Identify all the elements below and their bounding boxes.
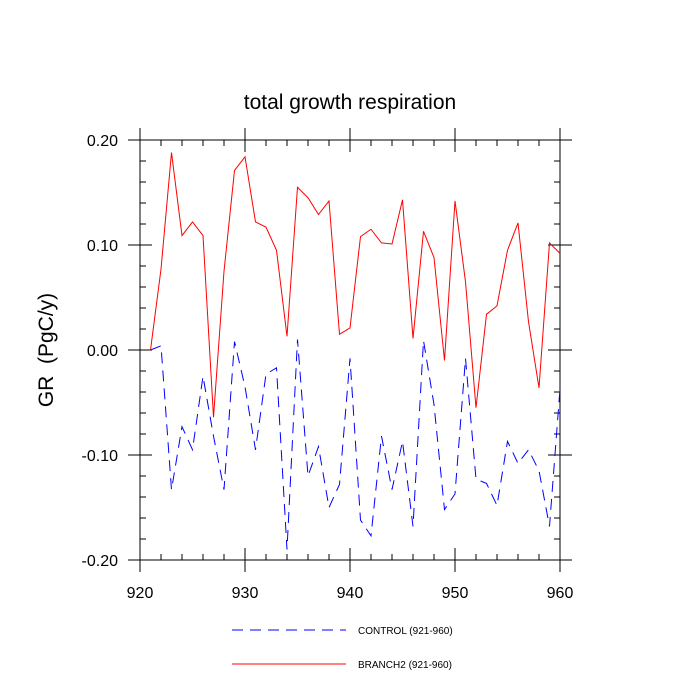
y-tick-label: 0.00 (87, 343, 118, 360)
tick-labels: 920 930 940 950 960 -0.20 -0.10 0.00 0.10 0.20 (82, 133, 574, 602)
x-tick-label: 940 (337, 585, 364, 602)
legend-label-branch2: BRANCH2 (921-960) (358, 660, 452, 671)
x-tick-label: 920 (127, 585, 154, 602)
y-tick-label: 0.20 (87, 133, 118, 150)
x-tick-label: 930 (232, 585, 259, 602)
axis-ticks (128, 128, 572, 572)
x-tick-label: 960 (547, 585, 574, 602)
series-line-control (150, 339, 561, 550)
y-tick-label: 0.10 (87, 238, 118, 255)
y-tick-label: -0.10 (82, 448, 119, 465)
series-line-branch2 (150, 152, 561, 418)
y-tick-label: -0.20 (82, 553, 119, 570)
y-axis-label: GR (PgC/y) (35, 293, 58, 407)
chart-title: total growth respiration (244, 91, 456, 114)
legend-label-control: CONTROL (921-960) (358, 626, 453, 637)
legend: CONTROL (921-960) BRANCH2 (921-960) (232, 626, 453, 671)
series-lines (150, 152, 561, 550)
x-tick-label: 950 (442, 585, 469, 602)
plot-frame (139, 139, 561, 561)
